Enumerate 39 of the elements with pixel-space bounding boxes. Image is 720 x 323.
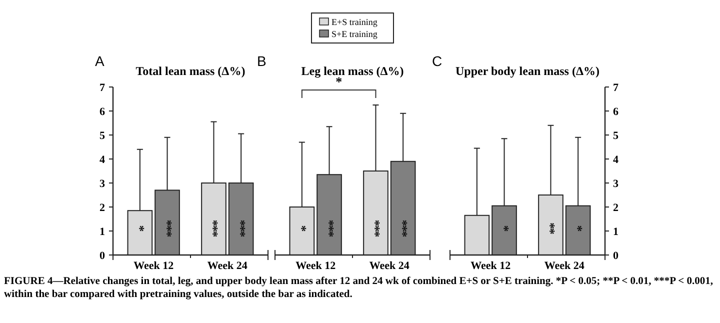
y-tick-label: 2 [613, 202, 619, 214]
y-tick-label: 7 [100, 82, 106, 94]
y-tick-label: 6 [613, 106, 619, 118]
y-tick-label: 1 [100, 226, 105, 238]
text: B [257, 53, 266, 69]
y-tick-label: 0 [100, 250, 106, 262]
data-label: *** [206, 220, 222, 237]
data-label: *** [368, 220, 384, 237]
x-tick-label: Week 12 [470, 260, 512, 272]
chart-title: Upper body lean mass (Δ%) [456, 64, 600, 78]
data-label: * [132, 225, 148, 232]
legend-label: S+E training [332, 29, 378, 39]
text: C [432, 53, 442, 69]
caption: FIGURE 4—Relative changes in total, leg, and upper body lean mass after 12 and 24 wk of combined E+S or S+E training. *P < 0.05; **P < 0.01, ***P < 0.001, within the bar compared with pretraining values, outside the bar as indicated. [4, 275, 714, 301]
y-tick-label: 4 [613, 154, 619, 166]
y-tick-label: 3 [613, 178, 619, 190]
data-label: * [294, 225, 310, 232]
x-tick-label: Week 24 [207, 260, 248, 272]
data-label: *** [160, 220, 175, 237]
x-tick-label: Week 12 [134, 260, 174, 272]
data-label: *** [396, 220, 411, 237]
data-label: *** [234, 220, 249, 237]
y-tick-label: 0 [613, 250, 619, 262]
data-label: * [496, 225, 512, 232]
y-tick-label: 4 [100, 154, 106, 166]
x-tick-label: Week 24 [544, 260, 585, 272]
text: A [95, 53, 105, 69]
y-tick-label: 6 [100, 106, 106, 118]
data-label: *** [322, 220, 337, 237]
data-label: * [570, 225, 586, 232]
y-tick-label: 5 [613, 130, 619, 142]
y-tick-label: 5 [100, 130, 106, 142]
legend-label: E+S training [332, 17, 378, 27]
chart-title: Total lean mass (Δ%) [136, 64, 246, 78]
y-tick-label: 7 [613, 82, 619, 94]
y-tick-label: 2 [100, 202, 106, 214]
data-label: ** [543, 222, 558, 234]
y-tick-label: 3 [100, 178, 106, 190]
y-tick-label: 1 [613, 226, 618, 238]
